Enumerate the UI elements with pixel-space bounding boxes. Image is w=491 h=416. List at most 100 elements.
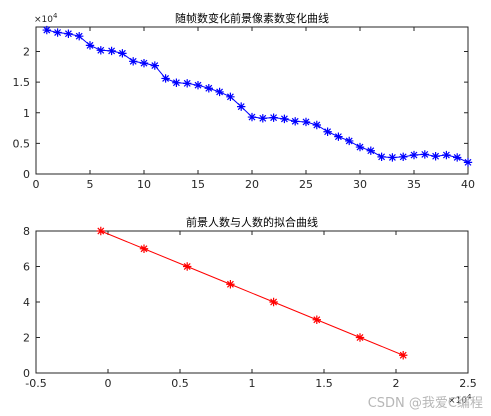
top-data-point — [334, 132, 343, 141]
top-data-point-shape — [237, 102, 246, 111]
bottom-data-point-shape — [96, 226, 105, 236]
top-data-point — [291, 117, 300, 126]
top-data-point-shape — [129, 57, 138, 66]
top-data-point-shape — [442, 150, 451, 160]
top-data-point-shape — [118, 49, 127, 58]
top-data-point-shape — [42, 25, 51, 35]
bottom-y-tick-label: 0 — [23, 367, 30, 380]
bottom-axes-box — [35, 230, 469, 374]
top-axes-box — [35, 26, 469, 175]
top-data-point — [75, 31, 84, 41]
top-data-point — [172, 78, 181, 87]
top-data-point — [453, 153, 462, 162]
top-data-point — [215, 87, 224, 97]
top-data-point — [96, 46, 105, 55]
bottom-data-point — [139, 244, 149, 253]
top-data-point — [312, 120, 321, 130]
top-data-point-shape — [463, 158, 473, 167]
top-data-point-shape — [183, 79, 192, 88]
top-data-point — [53, 28, 62, 37]
top-data-point — [42, 25, 51, 35]
bottom-y-tick-label: 6 — [23, 261, 30, 274]
top-data-point-shape — [345, 136, 354, 146]
top-data-point — [161, 74, 170, 83]
top-data-point — [377, 152, 386, 162]
top-y-tick-label: 0.5 — [13, 137, 31, 150]
bottom-y-tick-label: 2 — [23, 332, 30, 345]
bottom-data-point — [355, 333, 365, 342]
top-data-point — [420, 150, 429, 159]
bottom-data-point — [399, 351, 408, 360]
top-x-tick-label: 20 — [245, 178, 259, 191]
top-data-point — [64, 29, 73, 38]
top-data-point-shape — [139, 58, 149, 68]
top-data-point-shape — [204, 84, 213, 93]
top-data-point — [150, 61, 159, 70]
top-data-point-shape — [269, 113, 278, 122]
top-x-tick-label: 25 — [299, 178, 313, 191]
top-data-point — [139, 58, 149, 68]
bottom-data-point-shape — [312, 315, 321, 324]
bottom-data-point — [183, 262, 192, 271]
bottom-data-point — [226, 280, 235, 289]
bottom-series-line — [100, 230, 404, 356]
top-data-point-shape — [53, 28, 62, 37]
top-x-tick-label: 35 — [407, 178, 421, 191]
top-data-point-shape — [226, 92, 235, 102]
top-data-point — [204, 84, 213, 93]
top-data-point — [129, 57, 138, 66]
top-data-point-shape — [75, 31, 84, 41]
top-data-point — [118, 49, 127, 58]
top-data-point — [442, 150, 451, 160]
top-data-point — [226, 92, 235, 102]
top-data-point-shape — [172, 78, 181, 87]
bottom-data-point — [269, 297, 278, 307]
top-x-tick-label: 0 — [33, 178, 40, 191]
top-data-point-shape — [431, 152, 440, 161]
bottom-x-multiplier-exp: 4 — [467, 393, 472, 401]
top-data-point-shape — [96, 46, 105, 55]
top-data-point — [399, 152, 408, 162]
bottom-data-point-shape — [399, 351, 408, 360]
bottom-data-point — [96, 226, 105, 236]
top-data-point — [280, 114, 289, 124]
top-data-point — [388, 153, 397, 162]
top-data-point-shape — [312, 120, 321, 130]
bottom-x-tick-label: 0.5 — [171, 377, 189, 390]
bottom-x-multiplier: ×104 — [448, 393, 472, 406]
top-data-point-shape — [107, 46, 116, 56]
top-y-tick-label: 1 — [23, 107, 30, 120]
top-x-tick-label: 30 — [353, 178, 367, 191]
top-data-point — [409, 150, 419, 160]
top-data-point — [247, 112, 257, 122]
top-data-point-shape — [64, 29, 73, 38]
bottom-data-point-shape — [355, 333, 365, 342]
top-data-point-shape — [258, 114, 267, 123]
top-y-multiplier-exp: 4 — [53, 12, 58, 20]
top-data-point-shape — [409, 150, 419, 160]
top-y-tick-label: 0 — [23, 168, 30, 181]
top-data-point-shape — [334, 132, 343, 141]
top-x-tick-label: 5 — [87, 178, 94, 191]
bottom-data-point-shape — [139, 244, 149, 253]
top-y-multiplier: ×104 — [34, 12, 58, 25]
top-data-point-shape — [420, 150, 429, 159]
bottom-data-point — [312, 315, 321, 324]
top-data-point — [323, 127, 332, 136]
top-data-point-shape — [161, 74, 170, 83]
top-data-point-shape — [247, 112, 257, 122]
top-series-line — [46, 29, 469, 163]
top-data-point — [107, 46, 116, 56]
top-x-tick-label: 10 — [137, 178, 151, 191]
top-x-tick-label: 40 — [461, 178, 475, 191]
top-data-point — [463, 158, 473, 167]
watermark: CSDN @我爱C编程 — [367, 396, 483, 411]
top-data-point-shape — [377, 152, 386, 162]
top-data-point-shape — [399, 152, 408, 162]
bottom-y-tick-label: 4 — [23, 296, 30, 309]
top-data-point-shape — [193, 80, 203, 90]
top-data-point — [183, 79, 192, 88]
top-data-point — [85, 41, 95, 50]
